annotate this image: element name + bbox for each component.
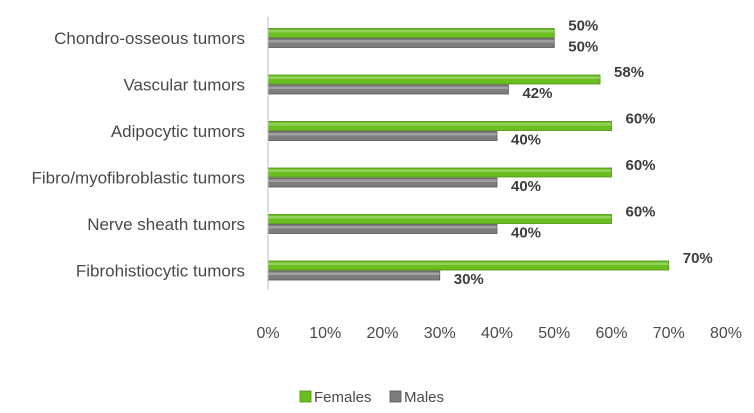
males-bar xyxy=(267,177,498,188)
females-data-label: 60% xyxy=(626,204,656,221)
category-label: Chondro-osseous tumors xyxy=(54,29,245,48)
males-bar xyxy=(267,224,498,234)
bar-highlight xyxy=(268,216,612,219)
females-bar xyxy=(267,214,612,224)
females-data-label: 50% xyxy=(568,18,598,35)
females-bar xyxy=(267,167,612,178)
bar-highlight xyxy=(268,40,555,43)
males-bar xyxy=(267,131,498,141)
males-bar xyxy=(267,270,441,281)
x-tick-label: 20% xyxy=(366,325,398,342)
males-data-label: 30% xyxy=(454,271,484,288)
bar-highlight xyxy=(268,133,497,136)
x-tick-label: 10% xyxy=(309,325,341,342)
bar-highlight xyxy=(268,123,612,126)
males-bar xyxy=(267,84,509,95)
bars-group: 50% 50% 58% 42% 60% 40% 60% 40% 60% 40% 70% 30% xyxy=(267,18,713,288)
females-bar xyxy=(267,121,612,131)
category-label: Fibro/myofibroblastic tumors xyxy=(31,169,245,188)
males-legend-swatch xyxy=(389,390,402,403)
bar-highlight xyxy=(268,179,497,182)
females-bar xyxy=(267,260,670,271)
x-tick-label: 40% xyxy=(481,325,513,342)
bar-highlight xyxy=(268,262,669,265)
x-tick-label: 0% xyxy=(256,325,279,342)
x-tick-label: 80% xyxy=(710,325,742,342)
category-label: Nerve sheath tumors xyxy=(87,215,245,234)
females-data-label: 70% xyxy=(683,250,713,267)
x-tick-label: 50% xyxy=(538,325,570,342)
females-bar xyxy=(267,28,555,38)
legend: Females Males xyxy=(299,389,444,406)
bar-highlight xyxy=(268,169,612,172)
males-data-label: 40% xyxy=(511,178,541,195)
category-label: Adipocytic tumors xyxy=(111,122,245,141)
x-tick-label: 60% xyxy=(595,325,627,342)
females-bar xyxy=(267,74,601,85)
category-label: Fibrohistiocytic tumors xyxy=(76,262,245,281)
x-tick-label: 70% xyxy=(653,325,685,342)
bar-highlight xyxy=(268,30,555,33)
females-legend-swatch xyxy=(299,390,312,403)
females-data-label: 60% xyxy=(626,111,656,128)
females-legend-label: Females xyxy=(314,389,372,406)
category-label: Vascular tumors xyxy=(123,76,245,95)
males-data-label: 50% xyxy=(568,39,598,56)
males-bar xyxy=(267,38,555,48)
category-labels: Chondro-osseous tumors Vascular tumors Adi… xyxy=(31,29,245,281)
bar-highlight xyxy=(268,86,509,89)
males-legend-label: Males xyxy=(404,389,444,406)
x-tick-label: 30% xyxy=(424,325,456,342)
females-data-label: 58% xyxy=(614,64,644,81)
males-data-label: 40% xyxy=(511,132,541,149)
females-data-label: 60% xyxy=(626,157,656,174)
bar-highlight xyxy=(268,272,440,275)
bar-highlight xyxy=(268,76,601,79)
x-tick-labels: 0% 10% 20% 30% 40% 50% 60% 70% 80% xyxy=(256,325,742,342)
males-data-label: 42% xyxy=(522,85,552,102)
males-data-label: 40% xyxy=(511,225,541,242)
bar-highlight xyxy=(268,226,497,229)
